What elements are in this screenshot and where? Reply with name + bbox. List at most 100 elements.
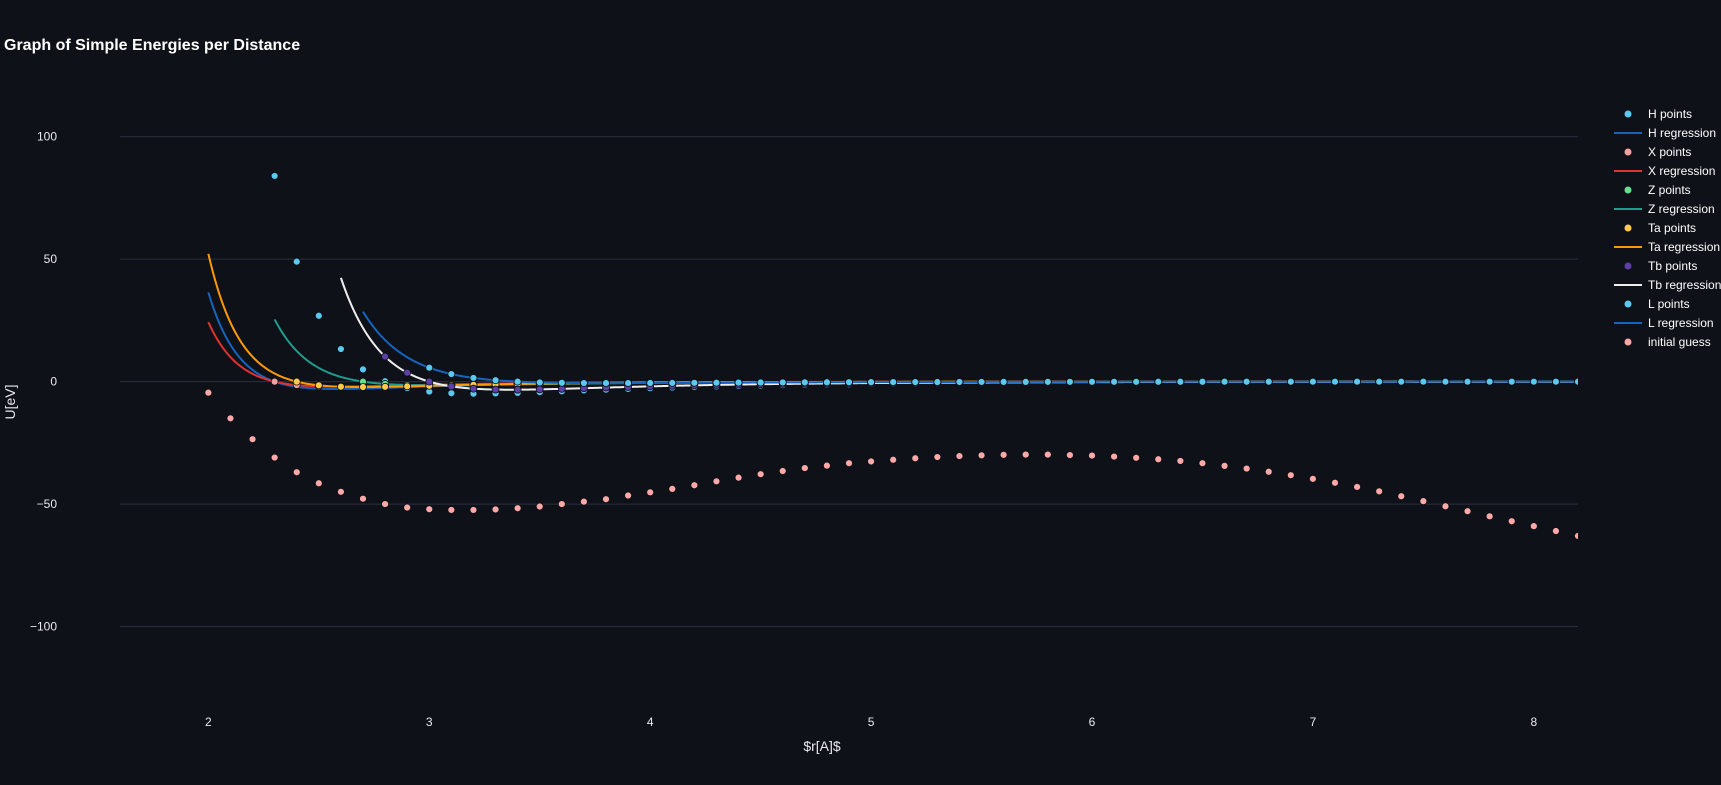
legend-item[interactable]: X regression <box>1614 164 1715 178</box>
legend-label: X regression <box>1648 164 1715 178</box>
legend-item[interactable]: Ta regression <box>1614 240 1720 254</box>
data-point <box>889 378 898 387</box>
data-point <box>381 352 389 361</box>
data-point <box>1441 377 1450 386</box>
data-point <box>1552 527 1560 535</box>
series-line <box>362 311 1578 385</box>
data-point <box>513 504 522 513</box>
data-point <box>1264 467 1273 476</box>
legend-marker-swatch <box>1624 148 1632 156</box>
data-point <box>248 435 257 444</box>
x-tick-label: 5 <box>868 715 875 729</box>
data-point <box>1043 450 1052 459</box>
legend-item[interactable]: H regression <box>1614 126 1716 140</box>
data-point <box>1066 451 1074 460</box>
legend-marker-swatch <box>1624 338 1632 346</box>
data-point <box>1154 377 1163 386</box>
legend-marker-swatch <box>1624 262 1632 270</box>
data-point <box>403 503 412 512</box>
data-point <box>1110 377 1118 386</box>
data-point <box>491 376 500 385</box>
legend-item[interactable]: X points <box>1624 145 1692 159</box>
y-tick-label: 0 <box>50 375 57 389</box>
data-point <box>690 378 699 387</box>
data-point <box>1220 461 1229 470</box>
data-point <box>646 488 655 497</box>
data-point <box>270 453 279 462</box>
data-point <box>1021 377 1030 386</box>
legend-marker-swatch <box>1624 300 1632 308</box>
data-point <box>1264 377 1273 386</box>
data-point <box>778 378 787 387</box>
data-point <box>712 378 721 387</box>
legend-item[interactable]: Ta points <box>1624 221 1697 235</box>
legend-item[interactable]: initial guess <box>1624 335 1711 349</box>
legend-label: Ta points <box>1648 221 1696 235</box>
data-point <box>1242 377 1251 386</box>
data-point <box>1353 377 1361 386</box>
x-tick-labels: 2 3 4 5 6 7 8 <box>205 715 1537 729</box>
data-point <box>668 379 677 387</box>
data-point <box>1176 377 1185 386</box>
legend-label: Ta regression <box>1648 240 1720 254</box>
y-tick-label: 50 <box>44 252 58 266</box>
legend-item[interactable]: H points <box>1624 107 1693 121</box>
legend-label: initial guess <box>1648 335 1711 349</box>
data-point <box>1176 457 1185 465</box>
data-point <box>535 378 544 387</box>
legend-marker-swatch <box>1624 224 1632 232</box>
data-point <box>823 378 831 387</box>
data-point <box>1132 377 1141 386</box>
legend[interactable]: H points H regression X points X regression… <box>1614 107 1721 349</box>
data-point <box>1132 453 1141 462</box>
data-point <box>292 468 301 477</box>
data-point <box>425 377 434 386</box>
x-tick-label: 8 <box>1530 715 1537 729</box>
data-point <box>690 481 699 490</box>
data-point <box>447 389 456 398</box>
data-point <box>314 381 323 390</box>
data-point <box>270 377 279 386</box>
legend-label: L regression <box>1648 316 1714 330</box>
x-tick-label: 6 <box>1089 715 1096 729</box>
data-point <box>933 378 942 386</box>
data-point <box>1286 377 1295 386</box>
data-point <box>491 505 500 514</box>
data-point <box>977 378 986 386</box>
data-point <box>314 479 323 488</box>
data-point <box>668 484 677 493</box>
data-point <box>999 450 1008 459</box>
data-point <box>469 374 478 382</box>
y-tick-label: −100 <box>30 620 57 634</box>
data-point <box>580 497 588 506</box>
data-point <box>1463 377 1472 386</box>
data-point <box>602 495 610 504</box>
legend-item[interactable]: Z regression <box>1614 202 1715 216</box>
legend-marker-swatch <box>1624 110 1632 118</box>
data-point <box>1552 377 1560 386</box>
data-point <box>1574 532 1578 540</box>
data-point <box>491 385 500 394</box>
legend-item[interactable]: Tb regression <box>1614 278 1721 292</box>
y-tick-label: 100 <box>37 130 57 144</box>
data-point <box>359 365 367 374</box>
legend-item[interactable]: Z points <box>1624 183 1691 197</box>
data-point <box>1088 377 1096 386</box>
data-point <box>955 378 964 386</box>
legend-item[interactable]: L regression <box>1614 316 1714 330</box>
legend-item[interactable]: L points <box>1624 297 1690 311</box>
y-axis-label: U[eV] <box>2 384 18 419</box>
data-point <box>513 377 522 386</box>
data-point <box>867 457 875 466</box>
data-point <box>1021 450 1030 459</box>
data-point <box>447 382 456 391</box>
data-point <box>1088 451 1096 460</box>
x-tick-label: 3 <box>426 715 433 729</box>
data-point <box>270 172 279 180</box>
y-tick-labels: 100 50 0 −50 −100 <box>30 130 57 634</box>
legend-label: Z points <box>1648 183 1691 197</box>
data-point <box>712 477 721 486</box>
legend-item[interactable]: Tb points <box>1624 259 1698 273</box>
data-point <box>1309 377 1317 386</box>
